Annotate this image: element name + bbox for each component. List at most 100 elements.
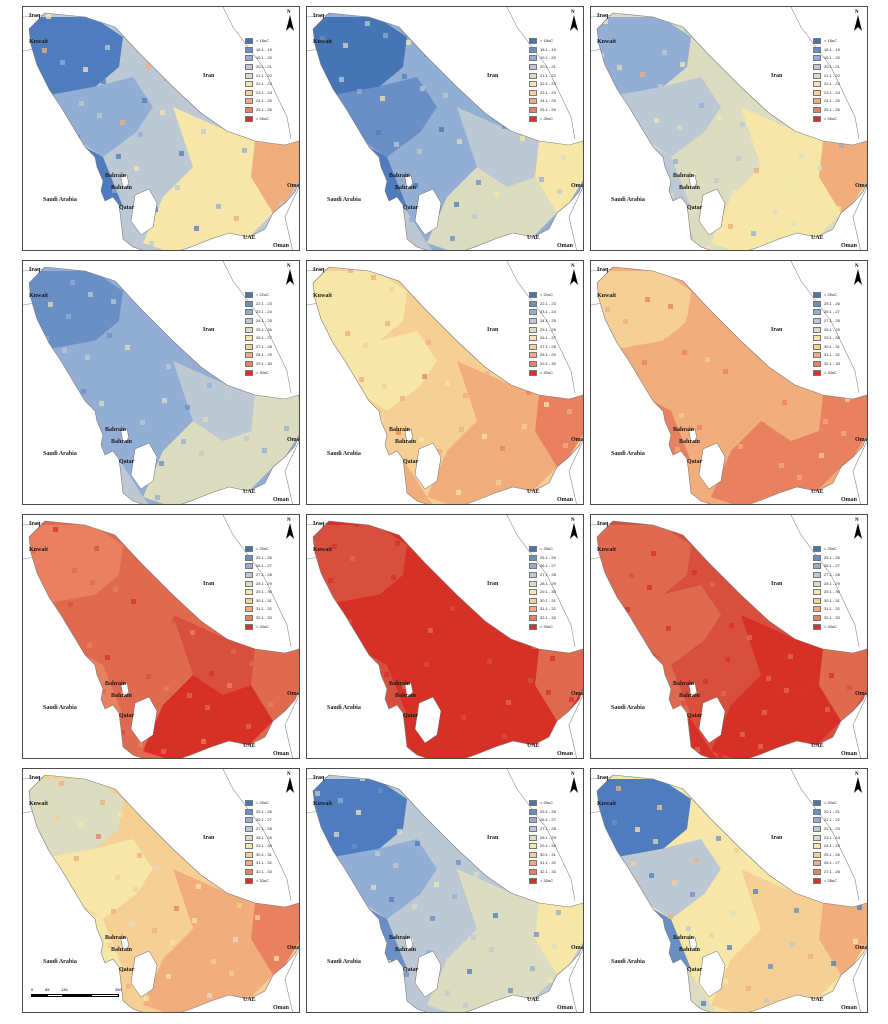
- legend-item: 31.1 - 32: [529, 605, 577, 614]
- sst-zone-6: [535, 395, 583, 467]
- sst-cell: [764, 998, 769, 1003]
- sst-cell: [614, 738, 619, 743]
- sst-zone-4: [741, 107, 823, 187]
- place-label-bahrain-2: Bahrain: [111, 947, 133, 953]
- sst-cell: [356, 810, 361, 815]
- sst-cell: [651, 181, 656, 186]
- sst-cell: [42, 48, 47, 53]
- sst-zone-6: [251, 141, 299, 213]
- sst-cell: [290, 680, 295, 685]
- legend-swatch: [245, 800, 253, 807]
- sst-cell: [683, 989, 688, 994]
- sst-cell: [788, 44, 793, 49]
- place-label-oman-south: Oman: [273, 751, 290, 757]
- sst-cell: [433, 483, 438, 488]
- sst-cell: [66, 314, 71, 319]
- sst-cell: [654, 118, 659, 123]
- legend-item: 25.1 - 26: [245, 325, 293, 334]
- place-label-bahrain-2: Bahrain: [395, 185, 417, 191]
- sst-cell: [681, 701, 686, 706]
- sst-cell: [320, 36, 325, 41]
- gulf-outline: [312, 12, 583, 250]
- legend-item: 21.1 - 22: [813, 816, 861, 825]
- sst-cell: [174, 906, 179, 911]
- sst-cell: [629, 573, 634, 578]
- sst-zone-5: [143, 675, 273, 758]
- sst-zone-7: [119, 967, 151, 1012]
- legend-item: 30.1 - 31: [245, 851, 293, 860]
- legend-label: 23.1 - 24: [256, 89, 272, 95]
- legend-swatch: [245, 606, 253, 613]
- sst-cell: [786, 976, 791, 981]
- sst-cell: [92, 498, 97, 503]
- sst-cell: [742, 410, 747, 415]
- sst-cell: [743, 59, 748, 64]
- sst-cell: [324, 242, 329, 247]
- sst-cell: [631, 861, 636, 866]
- sst-cell: [33, 467, 38, 472]
- coastline: [23, 769, 299, 1012]
- sst-cell: [115, 875, 120, 880]
- sst-cell: [672, 880, 677, 885]
- sst-cell: [428, 18, 433, 23]
- sst-cell: [419, 437, 424, 442]
- sst-cell: [236, 267, 241, 269]
- sst-cell: [387, 239, 392, 244]
- place-label-kuwait: Kuwait: [29, 801, 49, 807]
- sst-cell: [502, 734, 507, 739]
- legend-label: 27.1 - 28: [256, 572, 272, 578]
- legend-item: 25.1 - 26: [245, 554, 293, 563]
- sst-cell: [556, 910, 561, 915]
- sst-cell: [313, 854, 317, 859]
- sst-cell: [469, 647, 474, 652]
- sst-cell: [432, 594, 437, 599]
- sst-cell: [57, 123, 62, 128]
- sst-cell: [223, 107, 228, 112]
- map-panel-6: Iraq Kuwait Iran Saudi Arabia Bahrain Qatar UA…: [590, 260, 868, 505]
- sst-cell: [832, 240, 837, 245]
- legend-swatch: [529, 851, 537, 858]
- legend-item: 26.1 - 27: [529, 334, 577, 343]
- legend-swatch: [245, 369, 253, 376]
- north-label: N: [855, 772, 859, 777]
- legend-label: 20.1 - 21: [256, 64, 272, 70]
- sst-cell: [762, 710, 767, 715]
- sst-cell: [125, 345, 130, 350]
- legend-swatch: [529, 72, 537, 79]
- legend-label: 19.1 - 20: [256, 55, 272, 61]
- sst-cell: [270, 380, 275, 385]
- sst-cell: [795, 557, 800, 562]
- sst-cell: [526, 390, 531, 395]
- sst-cell: [447, 669, 452, 674]
- qatar-land: [698, 442, 726, 490]
- sst-zone-5: [711, 675, 841, 758]
- legend-label: 25.1 - 26: [540, 107, 556, 113]
- sst-cell: [393, 863, 398, 868]
- sst-cell: [268, 702, 273, 707]
- north-arrow-icon: [570, 523, 578, 539]
- sst-cell: [801, 811, 806, 816]
- sst-cell: [181, 809, 186, 814]
- sst-cell: [264, 736, 269, 741]
- coastline: [307, 7, 583, 250]
- sst-cell: [633, 539, 638, 544]
- sst-cell: [484, 722, 489, 727]
- sst-cell: [389, 287, 394, 292]
- bahrain-land: [120, 682, 130, 698]
- sst-cell: [520, 136, 525, 141]
- sst-cell: [621, 31, 626, 36]
- legend-label: 28.1 - 29: [540, 834, 556, 840]
- place-label-kuwait: Kuwait: [313, 801, 333, 807]
- sst-cell: [345, 941, 350, 946]
- sst-cell: [44, 946, 49, 951]
- sst-cell: [272, 668, 277, 673]
- sst-cell: [359, 377, 364, 382]
- place-label-iran: Iran: [771, 581, 783, 587]
- legend-label: 22.1 - 23: [256, 300, 272, 306]
- legend-label: 22.1 - 23: [256, 81, 272, 87]
- place-label-oman-south: Oman: [557, 751, 574, 757]
- sst-cell: [279, 201, 284, 206]
- legend: < 25oC 25.1 - 26 26.1 - 27 27.1 - 28 28.1 - …: [245, 545, 293, 631]
- legend-item: 28.1 - 29: [245, 351, 293, 360]
- sst-cell: [127, 633, 132, 638]
